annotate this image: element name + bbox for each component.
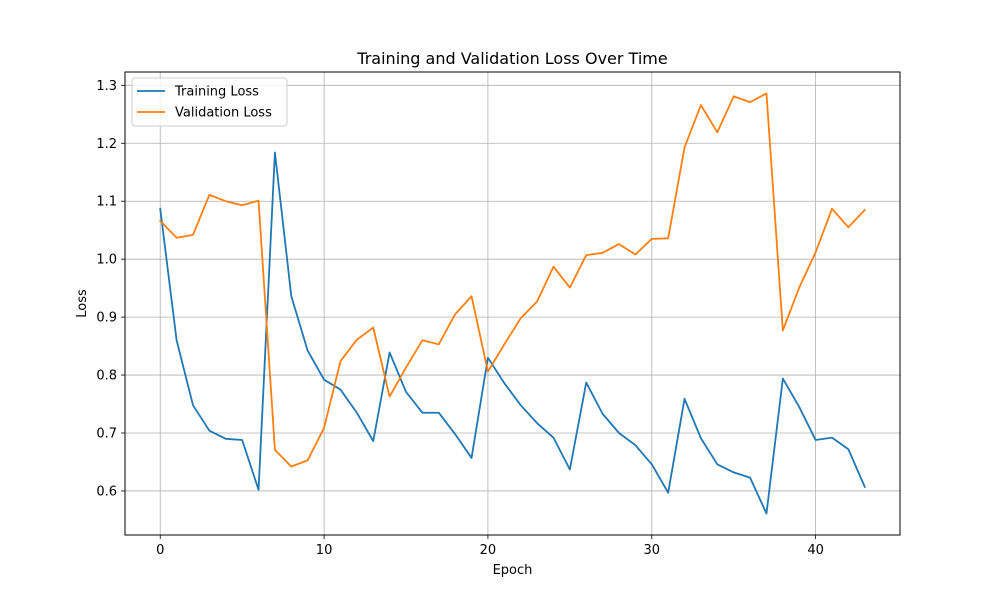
y-tick-label: 0.6 xyxy=(96,484,117,499)
y-tick-label: 0.8 xyxy=(96,369,117,384)
y-tick-label: 0.7 xyxy=(96,427,117,442)
y-axis-label: Loss xyxy=(75,289,90,318)
y-tick-label: 1.3 xyxy=(96,79,117,94)
legend: Training Loss Validation Loss xyxy=(131,77,288,127)
axes-frame xyxy=(124,71,901,536)
y-tick-label: 1.2 xyxy=(96,137,117,152)
y-tick-label: 0.9 xyxy=(96,311,117,326)
ticks: 0 10 20 30 40 0.6 0.7 0.8 0.9 1.0 1.1 1.2 1.3 xyxy=(96,79,824,558)
y-tick-label: 1.1 xyxy=(96,195,117,210)
x-tick-label: 10 xyxy=(316,543,333,558)
grid xyxy=(125,72,900,535)
legend-label: Training Loss xyxy=(174,85,259,100)
series-layer xyxy=(158,92,867,515)
x-tick-label: 0 xyxy=(156,543,164,558)
chart-title: Training and Validation Loss Over Time xyxy=(356,49,667,68)
x-tick-label: 30 xyxy=(643,543,660,558)
y-tick-label: 1.0 xyxy=(96,253,117,268)
legend-label: Validation Loss xyxy=(175,106,272,121)
x-tick-label: 40 xyxy=(807,543,824,558)
x-axis-label: Epoch xyxy=(493,563,533,578)
series-line-training-loss xyxy=(159,151,866,515)
series-line-validation-loss xyxy=(158,92,867,468)
x-tick-label: 20 xyxy=(480,543,497,558)
legend-box xyxy=(131,77,288,127)
